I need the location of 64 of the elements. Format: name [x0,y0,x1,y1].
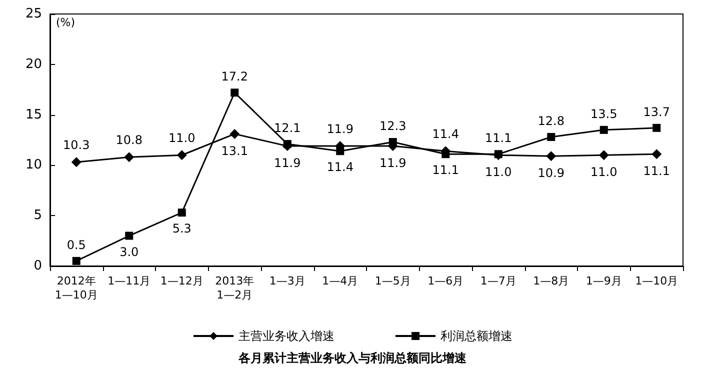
y-axis-title: (%) [56,16,76,29]
y-tick-label: 20 [25,56,42,72]
data-label: 13.7 [643,104,670,119]
point [230,88,239,97]
data-label: 17.2 [221,70,248,84]
data-label: 12.8 [538,114,564,128]
point [442,150,450,158]
data-label: 10.9 [538,166,564,180]
point [652,149,662,160]
point [71,157,82,168]
y-tick-label: 15 [25,107,42,122]
point [176,150,187,160]
data-label: 3.0 [120,244,139,259]
data-label: 11.4 [432,127,459,142]
data-label: 11.0 [168,131,196,146]
data-label: 13.5 [590,106,618,121]
data-label: 11.9 [380,156,406,170]
x-tick-label: 1—6月 [428,274,464,288]
point [652,124,661,132]
legend-label: 主营业务收入增速 [238,329,334,343]
point [283,140,292,148]
data-label: 10.3 [63,138,90,152]
text: 各月累计主营业务收入与利润总额同比增速 [238,351,468,365]
y-tick-label: 0 [34,258,42,274]
point [598,150,609,160]
data-label: 10.8 [116,133,142,148]
data-label: 11.0 [590,165,618,180]
data-label: 11.9 [274,156,301,170]
x-tick-label: 1—8月 [533,274,570,288]
x-tick-label: 1—4月 [322,274,358,288]
data-label: 11.1 [432,163,459,178]
legend-label: 利润总额增速 [440,329,512,343]
x-tick-label: 1—10月 [635,274,678,288]
data-label: 11.9 [326,122,354,136]
y-tick-label: 25 [25,6,42,22]
point [600,126,608,134]
x-tick-label: 2013年 1—2月 [215,274,254,302]
data-label: 11.4 [326,160,354,174]
point [72,256,80,265]
data-label: 12.3 [380,119,406,134]
x-tick-label: 1—5月 [374,274,411,288]
point [230,128,240,139]
point [124,152,134,162]
x-tick-label: 2012年 1—10月 [54,274,98,302]
point [546,151,556,162]
data-label: 12.1 [274,121,301,136]
point [336,147,344,156]
data-label: 11.0 [485,165,512,180]
y-tick-label: 10 [25,158,42,173]
x-tick-label: 1—7月 [480,274,516,288]
data-label: 11.1 [643,164,670,178]
x-tick-label: 1—11月 [108,274,151,288]
x-tick-label: 1—12月 [160,274,204,288]
x-tick-label: 1—3月 [269,274,306,288]
point [388,138,397,146]
data-label: 5.3 [172,222,192,236]
point [178,208,186,217]
x-tick-label: 1—9月 [586,274,622,288]
data-label: 11.1 [485,131,512,146]
point [125,232,134,240]
data-label: 0.5 [66,238,86,252]
y-tick-label: 5 [34,208,42,224]
point [547,132,556,141]
data-label: 13.1 [221,144,248,158]
